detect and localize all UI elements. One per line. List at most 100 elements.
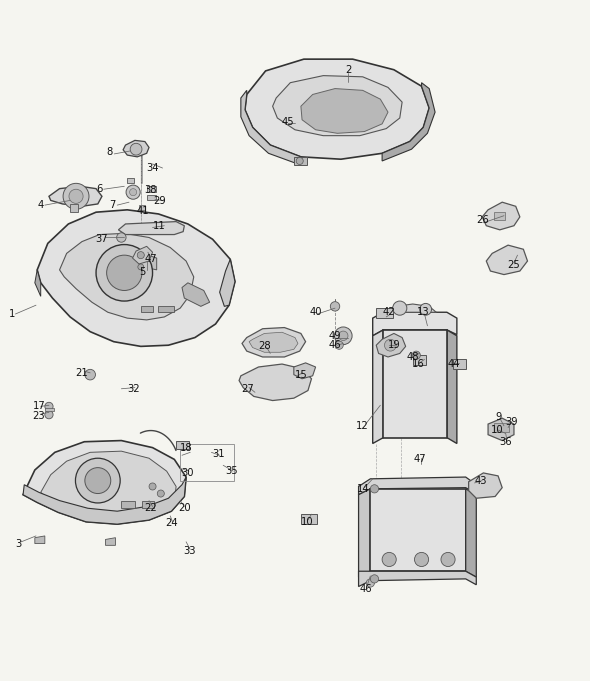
Text: 31: 31 [212,449,225,458]
Polygon shape [294,363,316,379]
Text: 21: 21 [76,368,88,378]
Text: 48: 48 [407,352,419,362]
Polygon shape [49,187,102,206]
Polygon shape [60,234,194,320]
Polygon shape [245,59,429,159]
Circle shape [96,244,153,301]
Circle shape [149,483,156,490]
Polygon shape [241,91,301,165]
Text: 34: 34 [146,163,159,173]
Bar [176,441,189,449]
Bar [494,423,509,432]
Polygon shape [219,259,235,306]
Polygon shape [384,330,447,438]
Text: 6: 6 [96,185,103,194]
Circle shape [137,251,145,259]
Polygon shape [488,418,514,441]
Circle shape [45,402,53,411]
Polygon shape [159,306,174,313]
Circle shape [441,552,455,567]
Text: 35: 35 [225,466,238,476]
Circle shape [296,157,303,165]
Text: 4: 4 [38,200,44,210]
Circle shape [335,327,352,345]
Circle shape [130,143,142,155]
Bar [413,355,425,365]
Polygon shape [242,328,306,357]
Bar [180,444,234,481]
Text: 44: 44 [448,359,460,369]
Text: 2: 2 [345,65,351,75]
Text: 25: 25 [507,260,520,270]
Circle shape [393,301,407,315]
Text: 10: 10 [490,425,503,435]
Polygon shape [359,489,371,577]
Bar [45,408,54,411]
Circle shape [385,339,396,351]
Text: 3: 3 [15,539,21,549]
Polygon shape [382,82,435,161]
Text: 39: 39 [505,417,518,427]
Text: 37: 37 [96,234,108,244]
Text: 27: 27 [241,384,254,394]
Polygon shape [389,304,436,313]
Polygon shape [106,538,116,545]
Circle shape [339,331,348,340]
Text: 38: 38 [145,185,157,195]
Bar [147,187,156,192]
Polygon shape [182,283,209,306]
Circle shape [420,304,431,315]
Polygon shape [466,489,476,577]
Polygon shape [23,441,186,524]
Bar [127,178,135,183]
Text: 23: 23 [32,411,45,421]
Circle shape [85,369,96,380]
Text: 26: 26 [476,215,489,225]
Polygon shape [110,251,157,271]
Circle shape [76,458,120,503]
Text: 42: 42 [383,307,395,317]
Text: 5: 5 [139,267,145,276]
Text: 8: 8 [106,147,113,157]
Bar [147,195,156,200]
Polygon shape [359,571,476,586]
Circle shape [382,552,396,567]
Circle shape [371,485,379,493]
Text: 10: 10 [300,517,313,527]
Text: 47: 47 [414,454,426,464]
Circle shape [45,411,53,419]
Text: 13: 13 [417,307,430,317]
Polygon shape [122,501,135,508]
Text: 20: 20 [178,503,191,513]
Polygon shape [359,477,476,494]
Circle shape [158,490,165,497]
Polygon shape [371,489,466,571]
Text: 49: 49 [329,331,342,340]
Circle shape [63,183,89,209]
Polygon shape [41,451,176,523]
Circle shape [85,468,111,494]
Circle shape [69,189,83,204]
Text: 12: 12 [356,421,369,431]
Circle shape [415,552,428,567]
Text: 15: 15 [294,370,307,379]
Text: 46: 46 [329,340,342,350]
Polygon shape [294,157,307,165]
Circle shape [130,189,137,195]
Polygon shape [70,204,78,212]
Text: 47: 47 [145,254,157,264]
Bar [139,205,145,210]
Bar [301,513,317,524]
Text: 22: 22 [145,503,157,513]
Bar [376,308,393,318]
Polygon shape [482,202,520,230]
Polygon shape [123,140,149,157]
Text: 33: 33 [183,546,195,556]
Circle shape [412,351,420,360]
Polygon shape [142,501,154,508]
Polygon shape [35,270,41,296]
Text: 14: 14 [356,484,369,494]
Circle shape [335,341,343,349]
Polygon shape [273,76,402,136]
Text: 16: 16 [412,359,425,369]
